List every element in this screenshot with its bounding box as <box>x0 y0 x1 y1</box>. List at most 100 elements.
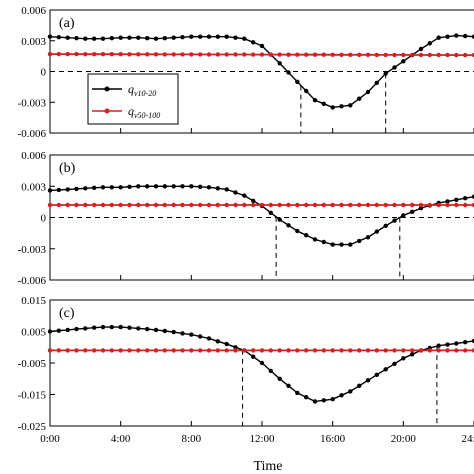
series-1-point <box>383 223 388 228</box>
x-tick-label: 20:00 <box>391 433 417 445</box>
series-2-point <box>286 348 291 353</box>
series-1-point <box>312 399 318 404</box>
series-2-point <box>286 52 291 57</box>
series-2-point <box>118 52 123 57</box>
series-1-point <box>74 326 79 332</box>
series-1-point <box>162 328 167 334</box>
series-2-point <box>259 348 265 353</box>
series-2-point <box>198 348 203 353</box>
series-1-point <box>145 36 150 41</box>
series-1-point <box>365 378 371 383</box>
y-tick-label: -0.006 <box>18 275 47 287</box>
series-2-point <box>242 202 247 208</box>
series-1-point <box>224 34 229 39</box>
x-tick-label: 16:00 <box>320 433 346 445</box>
series-2-point <box>65 202 70 208</box>
series-1-point <box>215 34 220 39</box>
series-1-point <box>65 187 70 192</box>
series-1-point <box>383 367 388 372</box>
series-2-point <box>47 348 53 353</box>
series-2-point <box>83 52 88 57</box>
series-2-point <box>153 202 159 208</box>
series-2-point <box>74 348 79 353</box>
series-2-point <box>445 52 450 58</box>
y-tick-label: 0.006 <box>21 5 46 17</box>
series-1-point <box>136 326 141 331</box>
series-2-point <box>401 52 406 58</box>
series-2-point <box>92 52 97 57</box>
series-2-point <box>436 348 441 353</box>
series-2-point <box>418 52 424 58</box>
series-1-point <box>339 393 344 398</box>
series-2-point <box>56 51 61 57</box>
series-2-point <box>312 52 318 57</box>
series-1-point <box>445 342 450 347</box>
series-1-point <box>410 209 415 214</box>
series-1-point <box>454 197 459 202</box>
series-1-point <box>374 372 379 377</box>
series-2-point <box>100 348 106 353</box>
series-2-point <box>127 202 132 208</box>
series-1-point <box>454 33 459 38</box>
series-2-point <box>136 52 141 57</box>
series-2-point <box>304 52 309 57</box>
series-1-point <box>268 210 273 215</box>
legend-swatch-marker <box>104 108 110 114</box>
series-2-point <box>100 202 106 208</box>
series-1-point <box>251 354 256 359</box>
series-1-point <box>83 36 88 41</box>
series-2-point <box>251 348 256 353</box>
series-1-point <box>118 185 123 190</box>
series-2-point <box>109 52 115 57</box>
series-1-point <box>357 96 362 101</box>
series-1-point <box>357 383 362 388</box>
panel-label: (c) <box>59 306 75 321</box>
series-2-point <box>259 202 265 208</box>
panel-label: (b) <box>59 161 76 176</box>
series-1-point <box>162 36 167 41</box>
series-1-point <box>109 36 115 41</box>
series-2-point <box>47 202 53 208</box>
series-1-point <box>145 184 150 189</box>
series-1-point <box>401 213 406 218</box>
series-2-point <box>153 348 159 353</box>
series-2-point <box>401 348 406 353</box>
series-2-point <box>348 348 353 353</box>
series-1-point <box>92 185 97 190</box>
series-1-point <box>374 80 379 86</box>
series-2-point <box>357 348 362 353</box>
series-2-point <box>295 348 300 353</box>
series-2-point <box>180 348 185 353</box>
y-tick-label: 0 <box>41 67 47 79</box>
series-1-point <box>463 33 468 39</box>
series-1-point <box>321 101 326 107</box>
series-2-point <box>277 348 282 353</box>
series-2-point <box>145 202 150 208</box>
series-2-point <box>180 52 185 57</box>
y-tick-label: 0.006 <box>21 150 46 162</box>
series-2-point <box>348 202 353 208</box>
series-2-point <box>65 348 70 353</box>
series-1-point <box>153 184 159 189</box>
series-2-point <box>295 52 300 57</box>
series-1-point <box>118 324 123 330</box>
series-2-point <box>357 202 362 208</box>
series-1-point <box>251 198 256 203</box>
series-1-point <box>295 79 300 85</box>
series-2-point <box>365 202 371 208</box>
series-1-point <box>180 184 185 189</box>
series-2-point <box>383 52 388 58</box>
series-1-point <box>348 103 353 108</box>
series-1-point <box>109 324 115 330</box>
series-2-point <box>321 348 326 353</box>
x-tick-label: 0:00 <box>40 433 60 445</box>
series-1-point <box>224 187 229 192</box>
series-2-point <box>392 52 397 58</box>
series-2-point <box>392 202 397 208</box>
series-2-point <box>136 202 141 208</box>
series-2-point <box>92 348 97 353</box>
series-1-point <box>312 237 318 242</box>
series-1-point <box>321 239 326 245</box>
series-1-point <box>206 185 212 190</box>
series-2-point <box>171 52 176 57</box>
